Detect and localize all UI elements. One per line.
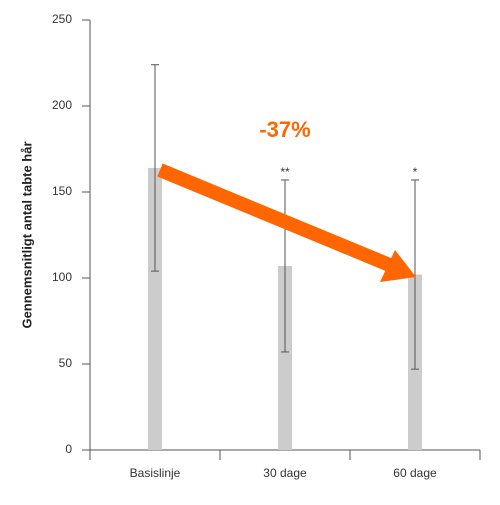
bar	[278, 265, 292, 450]
y-tick-label: 0	[65, 442, 72, 456]
y-tick-label: 100	[52, 270, 72, 284]
bar	[148, 167, 162, 451]
y-tick-label: 250	[52, 12, 72, 26]
y-axis-label: Gennemsnitligt antal tabte hår	[19, 141, 34, 328]
x-tick-label: 30 dage	[263, 466, 307, 480]
annotation: -37%	[259, 117, 310, 142]
y-tick-label: 50	[59, 356, 73, 370]
trend-arrow	[157, 163, 416, 282]
marks: 0 50 100 150 200 250 Basislinje 30 dage ** 60 dag…	[52, 12, 437, 480]
y-tick-label: 200	[52, 98, 72, 112]
significance-label: *	[413, 165, 418, 179]
x-tick-label: 60 dage	[393, 466, 437, 480]
arrow-shaft	[157, 163, 395, 273]
x-tick-label: Basislinje	[130, 466, 181, 480]
y-tick-label: 150	[52, 184, 72, 198]
arrow-head	[380, 250, 416, 282]
significance-label: **	[280, 165, 290, 179]
